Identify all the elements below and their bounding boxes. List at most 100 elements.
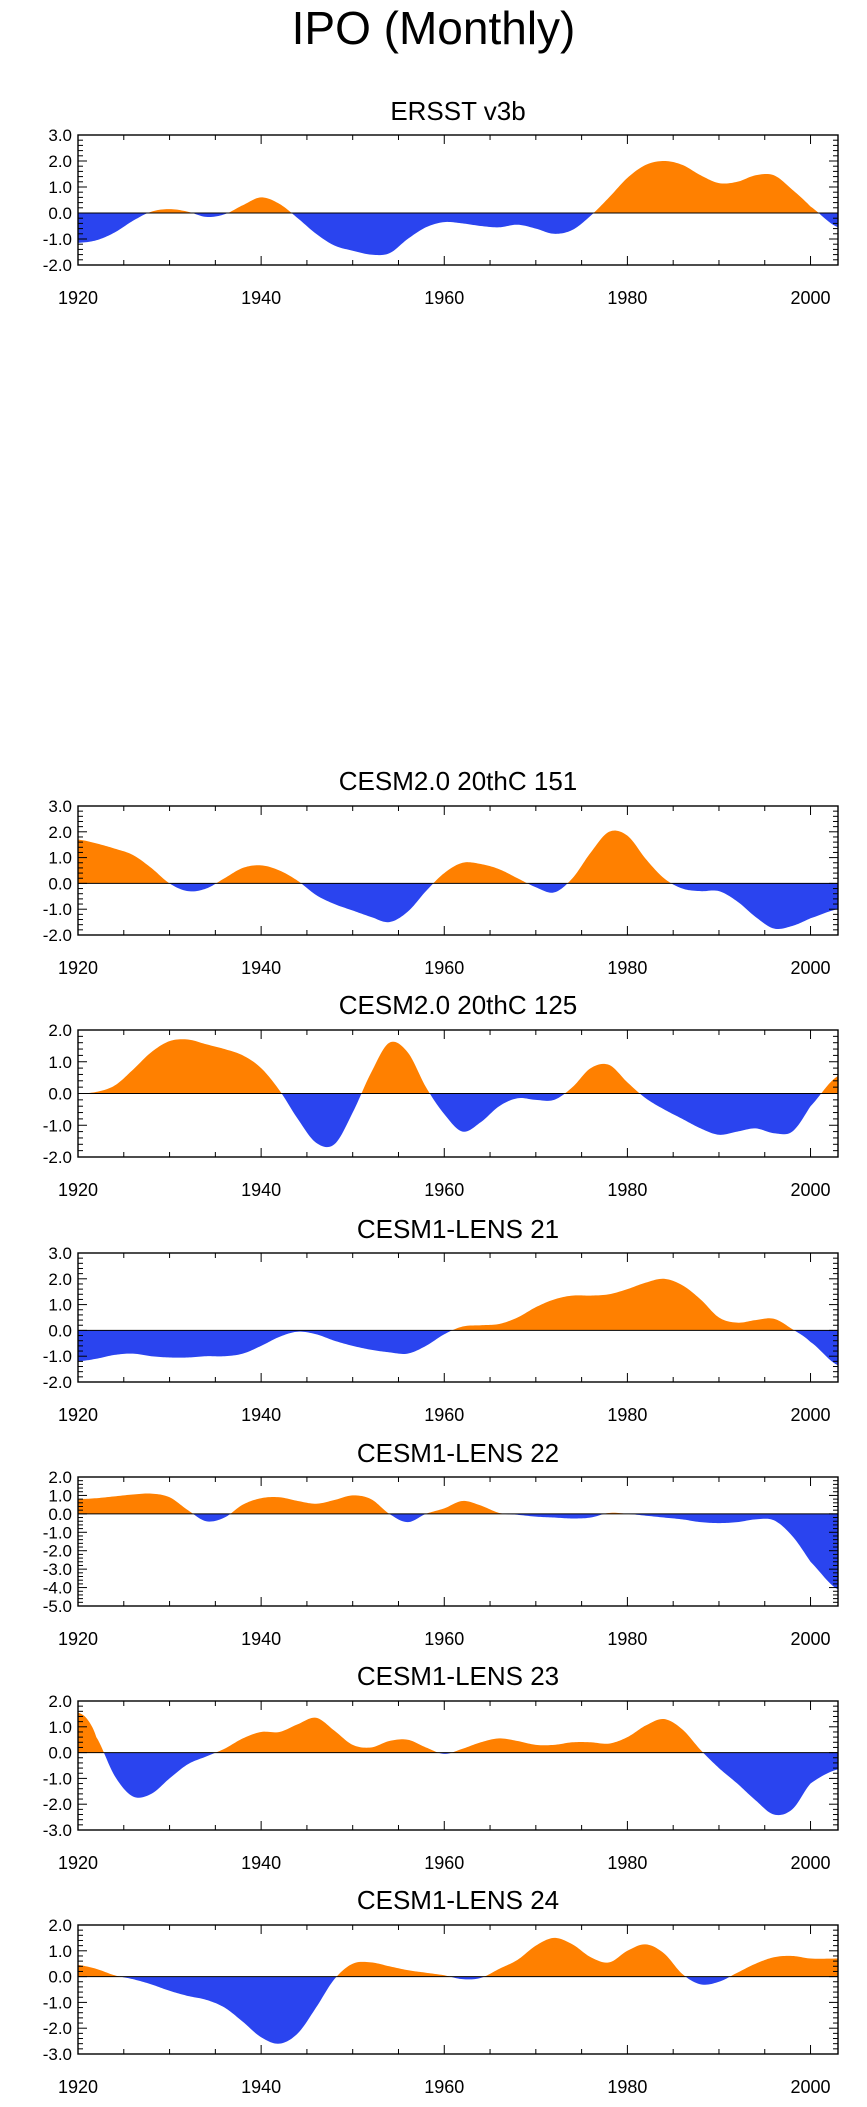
x-tick-label: 2000 (791, 1629, 831, 1649)
x-tick-label: 2000 (791, 1853, 831, 1873)
y-tick-label: 1.0 (48, 1296, 72, 1315)
x-tick-label: 1980 (607, 1629, 647, 1649)
chart-title: CESM1-LENS 21 (357, 1214, 559, 1244)
chart-panel: CESM1-LENS 24 2.0 1.0 0.0 -1.0 -2.0 -3.0 1920 19… (43, 1885, 839, 2097)
y-tick-label: -3.0 (43, 1560, 72, 1579)
x-tick-label: 1960 (424, 1180, 464, 1200)
x-tick-label: 1920 (58, 1405, 98, 1425)
x-tick-label: 1960 (424, 2077, 464, 2097)
x-tick-label: 1980 (607, 288, 647, 308)
x-tick-label: 1940 (241, 1853, 281, 1873)
x-tick-label: 1940 (241, 1180, 281, 1200)
y-tick-label: -2.0 (43, 926, 72, 945)
y-tick-label: -1.0 (43, 1993, 72, 2012)
positive-area (78, 1278, 838, 1331)
y-tick-label: -2.0 (43, 1795, 72, 1814)
y-tick-label: 1.0 (48, 849, 72, 868)
y-tick-label: 0.0 (48, 1968, 72, 1987)
y-tick-label: 1.0 (48, 1718, 72, 1737)
x-tick-label: 1940 (241, 1405, 281, 1425)
x-tick-label: 1920 (58, 958, 98, 978)
y-tick-label: -2.0 (43, 1148, 72, 1167)
x-tick-label: 1920 (58, 2077, 98, 2097)
page-title: IPO (Monthly) (291, 2, 576, 54)
y-tick-label: -2.0 (43, 256, 72, 275)
y-tick-label: -3.0 (43, 1821, 72, 1840)
x-tick-label: 2000 (791, 1405, 831, 1425)
x-tick-label: 1980 (607, 2077, 647, 2097)
x-tick-label: 1980 (607, 958, 647, 978)
y-tick-label: -1.0 (43, 1347, 72, 1366)
y-tick-label: 2.0 (48, 1916, 72, 1935)
y-tick-label: 1.0 (48, 178, 72, 197)
x-tick-label: 1920 (58, 1180, 98, 1200)
x-tick-label: 1940 (241, 958, 281, 978)
y-tick-label: -2.0 (43, 2019, 72, 2038)
plot-frame (77, 805, 839, 936)
plot-frame (77, 1252, 839, 1383)
positive-area (78, 1712, 704, 1753)
x-tick-label: 1940 (241, 1629, 281, 1649)
chart-title: CESM2.0 20thC 151 (339, 766, 577, 796)
chart-title: CESM1-LENS 24 (357, 1885, 559, 1915)
y-tick-label: 0.0 (48, 1744, 72, 1763)
x-tick-label: 1960 (424, 958, 464, 978)
y-tick-label: -1.0 (43, 230, 72, 249)
chart-panel: CESM2.0 20thC 151 3.0 2.0 1.0 0.0 -1.0 -2.0 192… (43, 766, 839, 978)
y-tick-label: -2.0 (43, 1373, 72, 1392)
y-tick-label: -1.0 (43, 1523, 72, 1542)
negative-area (78, 213, 838, 256)
x-tick-label: 2000 (791, 1180, 831, 1200)
positive-area (78, 1937, 838, 1977)
y-tick-label: -5.0 (43, 1597, 72, 1616)
y-tick-label: 0.0 (48, 1505, 72, 1524)
y-tick-label: 1.0 (48, 1486, 72, 1505)
positive-area (78, 830, 838, 884)
chart-panel: CESM1-LENS 23 2.0 1.0 0.0 -1.0 -2.0 -3.0 1920 19… (43, 1661, 839, 1873)
x-tick-label: 1920 (58, 288, 98, 308)
plot-frame (77, 1924, 839, 2055)
x-tick-label: 2000 (791, 288, 831, 308)
x-tick-label: 1960 (424, 288, 464, 308)
positive-area (78, 161, 838, 213)
chart-title: CESM2.0 20thC 125 (339, 990, 577, 1020)
y-tick-label: 3.0 (48, 797, 72, 816)
y-tick-label: 2.0 (48, 1270, 72, 1289)
y-tick-label: 2.0 (48, 1692, 72, 1711)
negative-area (78, 1976, 838, 2044)
negative-area (78, 1752, 838, 1816)
x-tick-label: 1960 (424, 1853, 464, 1873)
y-tick-label: -1.0 (43, 900, 72, 919)
x-tick-label: 1960 (424, 1405, 464, 1425)
x-tick-label: 1920 (58, 1629, 98, 1649)
y-tick-label: 2.0 (48, 1468, 72, 1487)
y-tick-label: -1.0 (43, 1116, 72, 1135)
x-tick-label: 1960 (424, 1629, 464, 1649)
y-tick-label: 2.0 (48, 823, 72, 842)
y-tick-label: -3.0 (43, 2045, 72, 2064)
x-tick-label: 1940 (241, 2077, 281, 2097)
y-tick-label: -1.0 (43, 1769, 72, 1788)
y-tick-label: 1.0 (48, 1053, 72, 1072)
x-tick-label: 2000 (791, 958, 831, 978)
positive-area (78, 1493, 628, 1514)
chart-title: CESM1-LENS 22 (357, 1438, 559, 1468)
plot-frame (77, 134, 839, 266)
y-tick-label: 2.0 (48, 152, 72, 171)
negative-area (169, 883, 838, 930)
x-tick-label: 1940 (241, 288, 281, 308)
plot-frame (77, 1700, 839, 1831)
x-tick-label: 2000 (791, 2077, 831, 2097)
y-tick-label: 0.0 (48, 1321, 72, 1340)
y-tick-label: 2.0 (48, 1021, 72, 1040)
x-tick-label: 1980 (607, 1853, 647, 1873)
y-tick-label: 0.0 (48, 874, 72, 893)
negative-area (78, 1330, 838, 1366)
x-tick-label: 1980 (607, 1180, 647, 1200)
chart-panel: CESM2.0 20thC 125 2.0 1.0 0.0 -1.0 -2.0 1920 19… (43, 990, 839, 1200)
y-tick-label: -2.0 (43, 1542, 72, 1561)
y-tick-label: 3.0 (48, 126, 72, 145)
positive-area (78, 1039, 838, 1094)
y-tick-label: 1.0 (48, 1942, 72, 1961)
